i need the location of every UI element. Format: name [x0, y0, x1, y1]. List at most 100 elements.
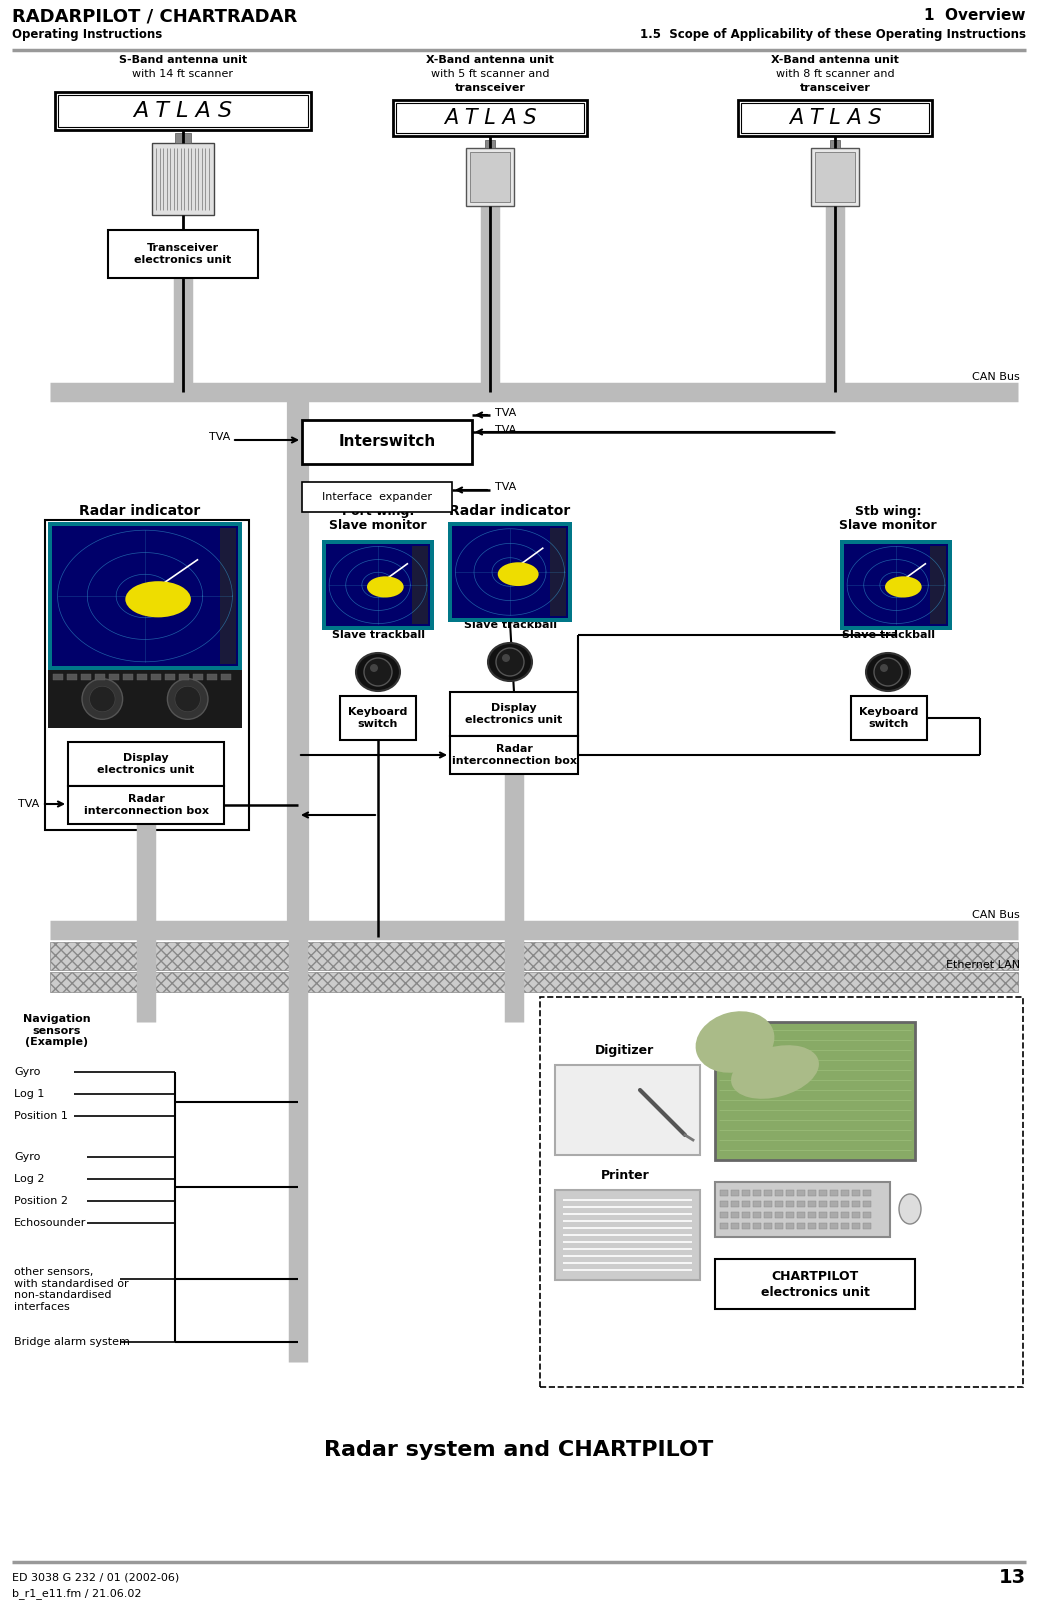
Bar [863, 1222, 871, 1229]
Text: Operating Instructions: Operating Instructions [12, 28, 162, 40]
Bar [450, 691, 578, 737]
Bar [151, 674, 161, 680]
Ellipse shape [126, 581, 191, 617]
Bar [753, 1213, 761, 1217]
Bar [830, 1213, 838, 1217]
Circle shape [880, 664, 887, 672]
Bar [302, 482, 452, 512]
Bar [52, 526, 238, 665]
Text: Radar indicator: Radar indicator [79, 504, 200, 518]
Bar [753, 1190, 761, 1196]
Circle shape [364, 657, 392, 686]
Bar [393, 100, 588, 136]
Bar [851, 696, 927, 740]
Bar [786, 1190, 794, 1196]
Text: X-Band antenna unit: X-Band antenna unit [426, 55, 554, 65]
Bar [720, 1213, 728, 1217]
Text: Interswitch: Interswitch [338, 434, 436, 450]
Text: Stb wing:: Stb wing: [854, 505, 922, 518]
Bar [152, 142, 214, 215]
Bar [302, 419, 472, 465]
Bar [742, 1222, 750, 1229]
Bar [808, 1213, 816, 1217]
Ellipse shape [356, 652, 400, 691]
Text: Radar
interconnection box: Radar interconnection box [452, 743, 576, 766]
Bar [340, 696, 416, 740]
Ellipse shape [695, 1012, 774, 1073]
Bar [797, 1213, 805, 1217]
Text: Navigation
sensors
(Example): Navigation sensors (Example) [23, 1013, 90, 1047]
Text: A T L A S: A T L A S [789, 108, 881, 128]
Text: A T L A S: A T L A S [443, 108, 537, 128]
Text: Slave monitor: Slave monitor [329, 520, 427, 533]
Text: Interface  expander: Interface expander [322, 492, 432, 502]
Circle shape [502, 654, 510, 662]
Text: transceiver: transceiver [799, 83, 871, 92]
Bar [108, 230, 258, 278]
Text: TVA: TVA [209, 432, 230, 442]
Bar [797, 1222, 805, 1229]
Bar [830, 1201, 838, 1208]
Bar [50, 971, 1018, 992]
Bar [786, 1222, 794, 1229]
Ellipse shape [885, 576, 922, 597]
Bar [81, 674, 91, 680]
Text: Echosounder: Echosounder [13, 1217, 86, 1227]
Bar [720, 1222, 728, 1229]
Bar [55, 92, 311, 130]
Bar [742, 1190, 750, 1196]
Bar [852, 1190, 861, 1196]
Bar [786, 1201, 794, 1208]
Bar [452, 526, 568, 618]
Bar [852, 1222, 861, 1229]
Text: Radar system and CHARTPILOT: Radar system and CHARTPILOT [324, 1439, 714, 1460]
Bar [830, 1190, 838, 1196]
Text: Display
electronics unit: Display electronics unit [465, 703, 563, 725]
Bar [738, 100, 932, 136]
Bar [715, 1260, 916, 1310]
Text: Keyboard
switch: Keyboard switch [859, 708, 919, 729]
Circle shape [175, 686, 200, 712]
Text: Radar indicator: Radar indicator [449, 504, 571, 518]
Text: A T L A S: A T L A S [134, 100, 233, 121]
Text: Log 1: Log 1 [13, 1090, 45, 1099]
Text: transceiver: transceiver [455, 83, 525, 92]
Bar [397, 104, 584, 133]
Bar [797, 1190, 805, 1196]
Bar [193, 674, 203, 680]
Bar [753, 1222, 761, 1229]
Bar [786, 1213, 794, 1217]
Bar [742, 1201, 750, 1208]
Ellipse shape [899, 1193, 921, 1224]
Bar [448, 521, 572, 622]
Bar [45, 520, 249, 831]
Bar [720, 1190, 728, 1196]
Text: Bridge alarm system: Bridge alarm system [13, 1337, 130, 1347]
Bar [67, 674, 77, 680]
Bar [930, 546, 946, 623]
Bar [715, 1182, 890, 1237]
Bar [775, 1201, 783, 1208]
Bar [466, 147, 514, 206]
Text: with 5 ft scanner and: with 5 ft scanner and [431, 70, 549, 79]
Bar [741, 104, 929, 133]
Text: Position 1: Position 1 [13, 1111, 67, 1120]
Bar [819, 1190, 827, 1196]
Circle shape [370, 664, 378, 672]
Bar [540, 997, 1023, 1387]
Ellipse shape [498, 562, 539, 586]
Text: CHARTPILOT: CHARTPILOT [758, 1025, 865, 1039]
Circle shape [496, 648, 524, 677]
Text: Gyro: Gyro [13, 1153, 40, 1162]
Bar [808, 1201, 816, 1208]
Bar [122, 674, 133, 680]
Text: Digitizer: Digitizer [596, 1044, 655, 1057]
Bar [555, 1190, 700, 1281]
Text: S-Band antenna unit: S-Band antenna unit [119, 55, 247, 65]
Bar [840, 541, 952, 630]
Text: Display
electronics unit: Display electronics unit [98, 753, 195, 776]
Bar [797, 1201, 805, 1208]
Bar [220, 528, 236, 664]
Text: TVA: TVA [495, 408, 516, 418]
Bar [48, 670, 242, 729]
